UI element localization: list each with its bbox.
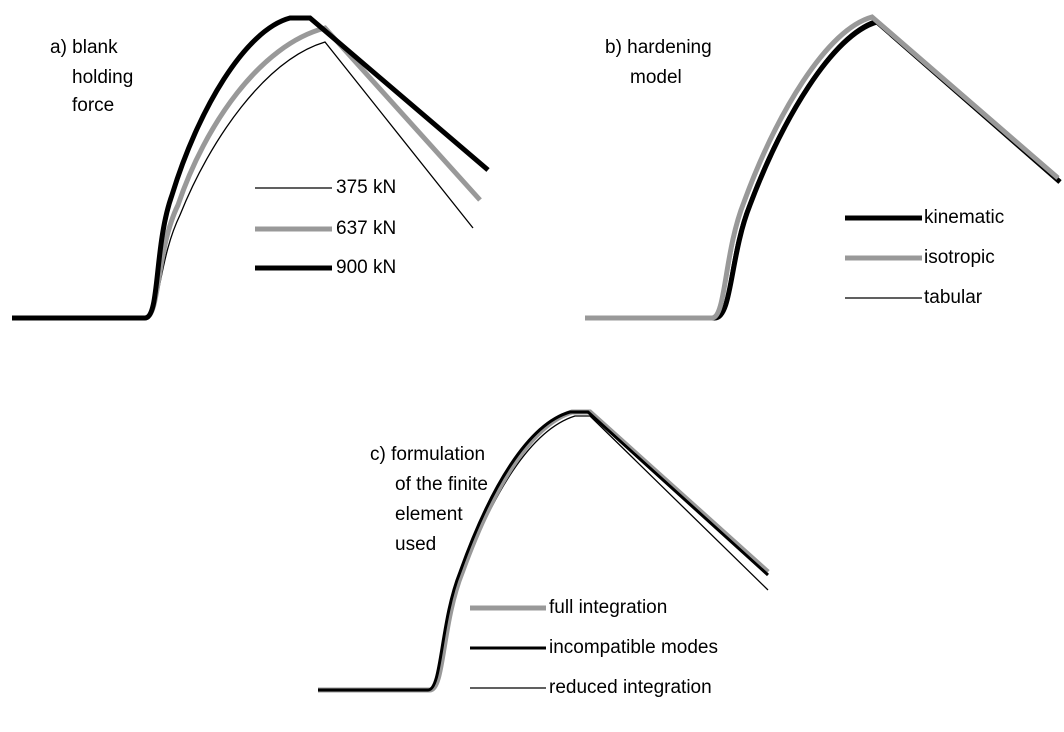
panel-c: c) formulation of the finite element use… [318, 409, 770, 698]
panel-label: model [630, 67, 682, 88]
curve-full [318, 409, 770, 693]
legend-label: 900 kN [336, 257, 396, 278]
legend-label: full integration [549, 597, 667, 618]
curve-incompatible [318, 410, 770, 692]
panel-label: of the finite [395, 474, 488, 495]
panel-a: a) blank holding force 375 kN 637 kN 900… [12, 15, 490, 321]
legend-label: 375 kN [336, 177, 396, 198]
legend-label: 637 kN [336, 218, 396, 239]
panel-label: element [395, 504, 463, 525]
panel-label: a) blank [50, 37, 118, 58]
legend-label: isotropic [924, 247, 995, 268]
curve-900 [12, 15, 490, 321]
panel-label: holding [72, 67, 133, 88]
legend-label: kinematic [924, 207, 1004, 228]
panel-label: c) formulation [370, 444, 485, 465]
panel-label: force [72, 95, 114, 116]
legend-label: tabular [924, 287, 983, 308]
panel-label: used [395, 534, 436, 555]
panel-label: b) hardening [605, 37, 712, 58]
panel-b: b) hardening model kinematic isotropic t… [585, 14, 1062, 321]
legend-label: reduced integration [549, 677, 712, 698]
curve-isotropic [585, 14, 1060, 321]
curve-kinematic [585, 19, 1062, 321]
legend-label: incompatible modes [549, 637, 718, 658]
